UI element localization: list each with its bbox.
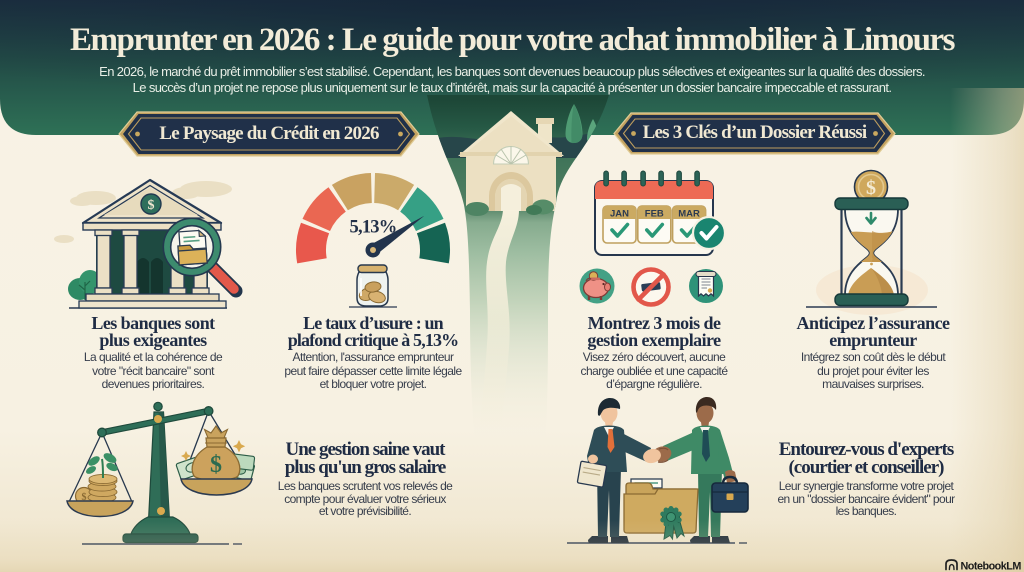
svg-text:$: $ <box>82 492 87 503</box>
svg-text:$: $ <box>210 452 222 478</box>
svg-text:$: $ <box>148 198 155 213</box>
svg-text:FEB: FEB <box>645 209 664 220</box>
svg-text:$: $ <box>866 177 876 199</box>
svg-text:5,13%: 5,13% <box>350 218 397 238</box>
svg-text:MAR: MAR <box>678 209 700 220</box>
svg-text:NotebookLM: NotebookLM <box>961 561 1022 572</box>
svg-text:JAN: JAN <box>610 209 629 220</box>
